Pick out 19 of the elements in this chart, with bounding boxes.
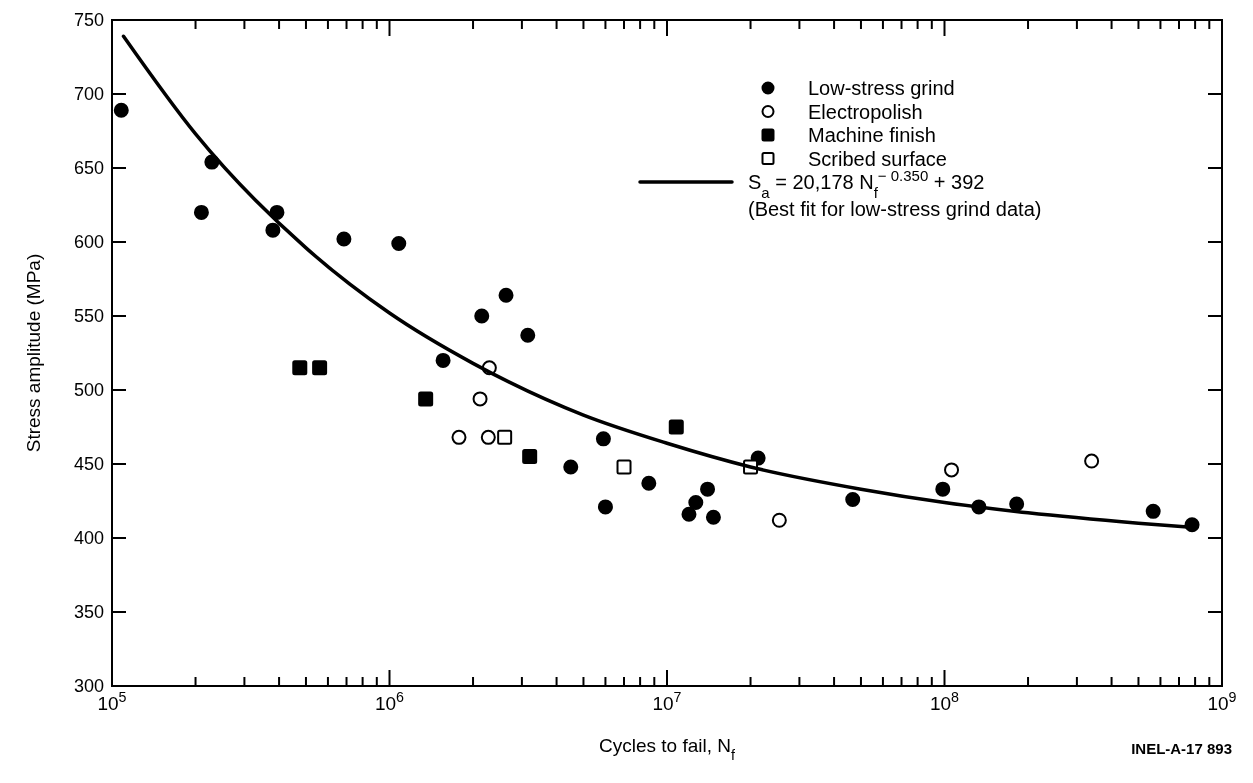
y-tick-label: 450 [73,454,104,474]
legend-label: Low-stress grind [808,77,955,99]
x-tick-label: 10$^{7}$ [652,689,682,714]
x-tick-label: 10$^{8}$ [929,689,960,714]
x-axis-title: Cycles to fail, N$_{f}$ [599,735,736,763]
legend-label: Electropolish [808,100,923,123]
y-tick-label: 500 [73,380,104,400]
y-tick-label: 700 [73,84,104,104]
y-tick-label: 350 [73,602,104,622]
x-tick-label: 10$^{9}$ [1207,689,1237,714]
y-axis-title: Stress amplitude (MPa) [23,253,44,453]
legend-label: Machine finish [808,124,936,146]
y-tick-label: 650 [73,158,104,178]
y-tick-label: 400 [73,528,104,548]
y-tick-label: 550 [73,306,104,326]
text: INEL-A-17 893 [1131,740,1232,757]
x-tick-label: 10$^{6}$ [374,689,405,714]
y-tick-label: 600 [73,232,104,252]
y-tick-label: 750 [73,10,104,30]
